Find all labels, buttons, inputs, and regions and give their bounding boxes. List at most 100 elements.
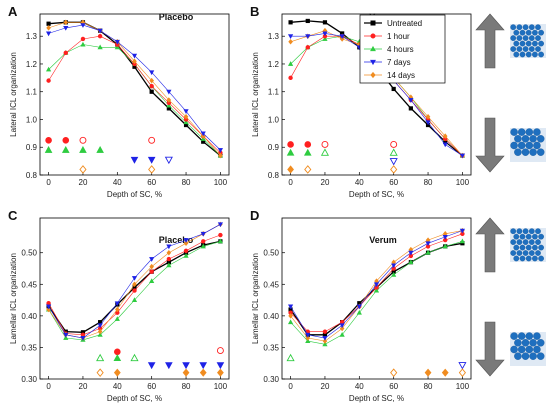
packing-cell xyxy=(517,141,526,150)
data-point xyxy=(166,244,172,250)
packing-cell xyxy=(525,255,532,262)
significance-marker xyxy=(164,156,173,165)
packing-cell xyxy=(528,228,535,235)
significance-marker xyxy=(217,368,224,377)
x-tick-label: 40 xyxy=(355,178,364,187)
packing-cell xyxy=(532,233,538,240)
x-tick-label: 0 xyxy=(288,382,293,391)
x-axis-label: Depth of SC, % xyxy=(107,190,162,199)
y-axis-label: Lamellar ICL organization xyxy=(9,253,18,344)
packing-cell xyxy=(522,35,529,41)
packing-cell xyxy=(519,244,526,251)
packing-cell xyxy=(538,40,544,47)
data-point xyxy=(132,58,137,64)
down-arrow-icon xyxy=(475,117,505,173)
significance-marker xyxy=(79,136,87,144)
data-point xyxy=(114,44,120,50)
packing-cell xyxy=(533,345,541,354)
y-tick-label: 0.35 xyxy=(21,343,37,352)
packing-cell xyxy=(522,24,529,31)
packing-cell xyxy=(521,148,530,156)
data-point xyxy=(63,335,69,340)
significance-marker xyxy=(389,158,398,166)
significance-marker xyxy=(96,145,104,153)
packing-cell xyxy=(528,250,535,256)
data-point xyxy=(149,269,154,274)
data-point xyxy=(288,20,293,25)
packing-cell xyxy=(535,35,541,41)
data-point xyxy=(322,329,328,334)
y-tick-label: 1.1 xyxy=(26,88,38,97)
packing-cell xyxy=(525,40,532,47)
data-point xyxy=(425,120,431,126)
plot-frame xyxy=(281,217,472,380)
data-point xyxy=(97,34,103,39)
legend-marker xyxy=(370,59,376,66)
y-tick-label: 0.30 xyxy=(21,375,37,384)
series-line xyxy=(48,224,221,339)
series-line xyxy=(48,21,221,156)
packing-cell xyxy=(528,35,535,41)
x-tick-label: 20 xyxy=(321,178,330,187)
packing-cell xyxy=(510,46,517,52)
packing-cell xyxy=(533,141,541,150)
significance-marker xyxy=(390,141,398,148)
data-point xyxy=(425,249,431,255)
y-tick-label: 1.3 xyxy=(26,32,38,41)
packing-cell xyxy=(522,228,529,235)
significance-marker xyxy=(165,362,173,370)
data-point xyxy=(149,83,154,89)
packing-cell xyxy=(538,233,544,240)
y-tick-label: 1.2 xyxy=(268,60,280,69)
data-point xyxy=(339,325,345,332)
significance-marker xyxy=(286,148,295,156)
packing-cell xyxy=(532,51,538,58)
data-point xyxy=(200,231,206,237)
data-point xyxy=(131,53,138,59)
packing-cell xyxy=(535,46,541,52)
data-point xyxy=(459,153,466,159)
significance-marker xyxy=(389,148,398,156)
data-point xyxy=(356,309,362,315)
y-tick-label: 0.40 xyxy=(263,312,279,321)
x-tick-label: 60 xyxy=(389,382,398,391)
packing-cell xyxy=(510,239,517,245)
packing-cell xyxy=(516,35,523,41)
up-arrow-icon xyxy=(475,13,505,69)
data-point xyxy=(305,18,310,24)
packing-cell xyxy=(525,345,534,354)
packing-cell xyxy=(538,29,544,36)
data-point xyxy=(287,319,294,325)
packing-cell xyxy=(529,148,537,156)
data-point xyxy=(115,306,120,313)
y-tick-label: 0.50 xyxy=(263,249,279,258)
data-point xyxy=(200,243,206,249)
series-line xyxy=(48,35,221,154)
data-point xyxy=(149,89,154,94)
x-tick-label: 40 xyxy=(113,178,122,187)
x-tick-label: 80 xyxy=(182,178,191,187)
data-point xyxy=(408,106,413,111)
packing-cell xyxy=(513,255,520,262)
significance-marker xyxy=(62,137,70,144)
panel-letter: D xyxy=(250,208,259,223)
y-tick-label: 1.1 xyxy=(268,88,280,97)
data-point xyxy=(149,257,155,262)
data-point xyxy=(339,331,345,337)
packing-cell xyxy=(517,128,526,136)
significance-marker xyxy=(79,145,87,153)
y-axis-label: Lamellar ICL organization xyxy=(251,253,260,344)
packing-cell xyxy=(533,332,541,340)
significance-marker xyxy=(390,368,398,377)
packing-cell xyxy=(510,250,517,256)
packing-cell xyxy=(529,135,537,143)
data-point xyxy=(217,148,224,153)
packing-cell xyxy=(513,40,520,47)
significance-marker xyxy=(458,368,466,377)
packing-cell xyxy=(528,24,535,31)
data-point xyxy=(166,249,172,256)
packing-cell xyxy=(529,339,537,347)
data-point xyxy=(131,297,138,302)
packing-cell xyxy=(521,135,530,143)
packing-cell xyxy=(533,128,541,136)
